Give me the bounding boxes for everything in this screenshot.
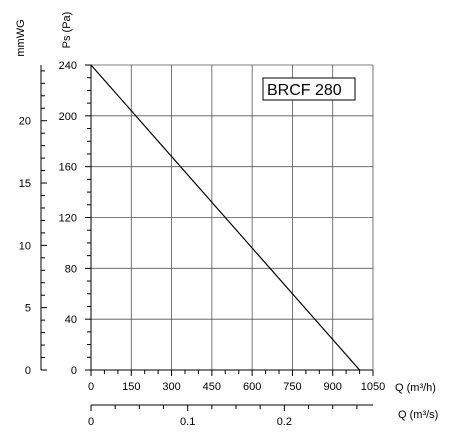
- mmwg-tick-label: 15: [19, 178, 31, 190]
- x-axis-m3s-title: Q (m³/s): [398, 409, 438, 421]
- grid-lines: [91, 64, 374, 370]
- pa-tick-label: 160: [59, 162, 77, 174]
- pa-tick-label: 240: [59, 60, 77, 72]
- m3h-tick-label: 300: [162, 381, 180, 393]
- mmwg-tick-label: 20: [19, 116, 31, 128]
- m3h-tick-label: 600: [243, 381, 261, 393]
- x-axis-m3h-title: Q (m³/h): [395, 382, 436, 394]
- legend-label: BRCF 280: [267, 82, 342, 99]
- m3h-tick-label: 750: [283, 381, 301, 393]
- mmwg-tick-label: 5: [25, 303, 31, 315]
- pa-tick-label: 80: [65, 263, 77, 275]
- m3h-tick-label: 1050: [361, 381, 385, 393]
- series-line-brcf-280: [90, 64, 361, 371]
- pa-tick-label: 200: [59, 111, 77, 123]
- pa-tick-label: 0: [71, 365, 77, 377]
- m3h-tick-label: 150: [122, 381, 140, 393]
- m3s-tick-label: 0.1: [180, 416, 195, 428]
- pa-tick-label: 120: [59, 213, 77, 225]
- legend-box: BRCF 280: [262, 77, 356, 101]
- m3s-tick-label: 0.2: [277, 416, 292, 428]
- m3h-tick-label: 0: [88, 381, 94, 393]
- mmwg-tick-label: 10: [19, 240, 31, 252]
- pa-tick-label: 40: [65, 314, 77, 326]
- m3s-tick-label: 0: [88, 416, 94, 428]
- m3h-tick-label: 450: [203, 381, 221, 393]
- y-axis-pa-title: Ps (Pa): [61, 12, 73, 49]
- mmwg-tick-label: 0: [25, 365, 31, 377]
- data-series: [90, 64, 361, 371]
- y-axis-mmwg-title: mmWG: [15, 19, 27, 56]
- m3h-tick-label: 900: [324, 381, 342, 393]
- tick-marks: [41, 64, 374, 411]
